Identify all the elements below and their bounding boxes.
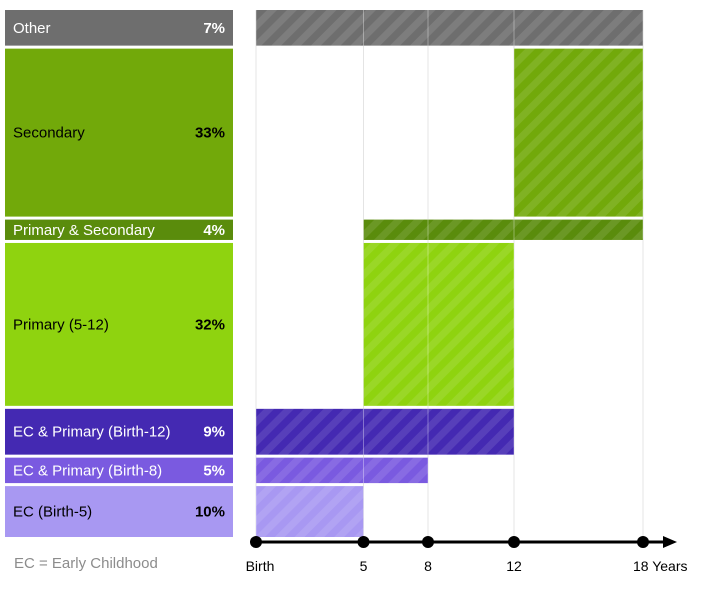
label-bar-primary-5-12 [5, 242, 233, 406]
percent-label-primary-5-12: 32% [195, 316, 225, 333]
percent-label-ec-primary-birth-12: 9% [203, 424, 225, 441]
x-tick-dot-1 [357, 536, 370, 548]
category-label-primary-5-12: Primary (5-12) [13, 316, 109, 333]
label-bar-primary-secondary [5, 219, 233, 240]
label-bar-ec-primary-birth-12 [5, 408, 233, 455]
label-bar-ec-primary-birth-8 [5, 457, 233, 484]
span-bar-stripes-ec-primary-birth-12 [256, 408, 514, 455]
category-label-ec-birth-5: EC (Birth-5) [13, 504, 92, 521]
x-tick-dot-4 [637, 536, 649, 548]
x-axis: Birth 5 8 12 18 Years [246, 536, 688, 574]
span-bar-stripes-secondary [514, 48, 643, 217]
category-label-primary-secondary: Primary & Secondary [13, 222, 155, 239]
span-bar-stripes-primary-secondary [363, 219, 643, 240]
span-bar-stripes-ec-primary-birth-8 [256, 457, 428, 484]
label-bar-secondary [5, 48, 233, 217]
x-tick-label-0: Birth [246, 558, 275, 574]
label-bar-ec-birth-5 [5, 486, 233, 537]
x-tick-dot-2 [422, 536, 434, 548]
label-bars: Other 7% Secondary 33% Primary & Secondary 4%… [5, 10, 233, 537]
category-label-secondary: Secondary [13, 125, 85, 142]
percent-label-other: 7% [203, 20, 225, 37]
category-label-ec-primary-birth-8: EC & Primary (Birth-8) [13, 462, 162, 479]
x-tick-label-1: 5 [360, 558, 368, 574]
x-tick-label-4: 18 Years [633, 558, 688, 574]
x-tick-dot-3 [508, 536, 520, 548]
x-tick-dot-0 [250, 536, 262, 548]
label-bar-other [5, 10, 233, 46]
category-label-ec-primary-birth-12: EC & Primary (Birth-12) [13, 424, 171, 441]
x-tick-label-2: 8 [424, 558, 432, 574]
span-bar-stripes-primary-5-12 [363, 242, 514, 406]
x-tick-label-3: 12 [506, 558, 522, 574]
percent-label-ec-primary-birth-8: 5% [203, 462, 225, 479]
span-bars [255, 10, 644, 537]
percent-label-ec-birth-5: 10% [195, 504, 225, 521]
span-bar-stripes-ec-birth-5 [256, 486, 364, 537]
footnote: EC = Early Childhood [14, 555, 158, 572]
x-axis-arrow [663, 536, 677, 548]
category-label-other: Other [13, 20, 51, 37]
percent-label-secondary: 33% [195, 125, 225, 142]
percent-label-primary-secondary: 4% [203, 222, 225, 239]
span-bar-stripes-other [256, 10, 643, 46]
